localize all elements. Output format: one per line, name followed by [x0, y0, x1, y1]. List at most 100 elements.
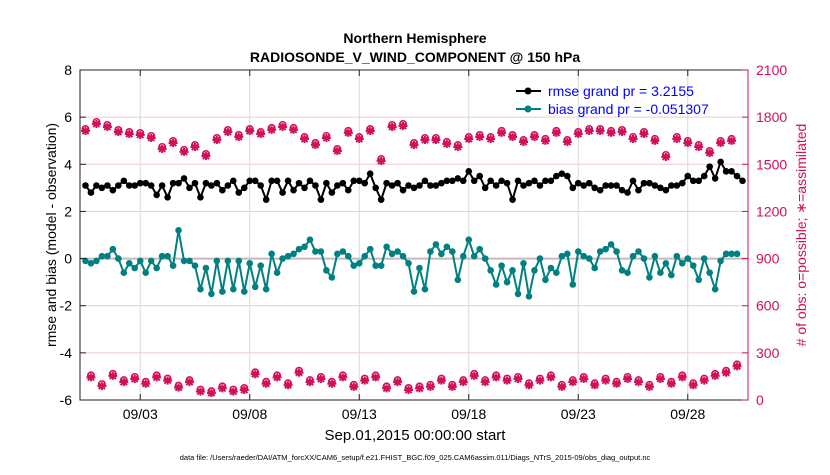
- obs-count-point: [650, 134, 660, 145]
- obs-count-point: [453, 141, 463, 152]
- rmse-point: [273, 177, 281, 185]
- assimilated-marker: [732, 362, 742, 371]
- obs-count-point: [508, 131, 518, 141]
- bias-point: [536, 255, 544, 262]
- assimilated-marker: [185, 378, 195, 387]
- obs-count-point: [562, 136, 572, 147]
- assimilated-marker: [113, 127, 123, 136]
- y-tick-label: -6: [60, 392, 73, 408]
- y-tick-label: 4: [64, 156, 72, 172]
- chart-title: Northern Hemisphere: [343, 30, 486, 46]
- y-tick-label: 0: [64, 251, 72, 267]
- assimilated-marker: [672, 135, 682, 144]
- bias-point: [476, 245, 484, 253]
- bias-point: [487, 267, 494, 274]
- assimilated-marker: [190, 143, 200, 152]
- bias-point: [202, 264, 210, 272]
- x-tick-label: 09/03: [123, 406, 158, 422]
- rmse-point: [372, 184, 379, 192]
- assimilated-marker: [338, 373, 348, 382]
- assimilated-marker: [540, 136, 550, 145]
- obs-count-point: [612, 377, 622, 388]
- bias-point: [470, 252, 478, 260]
- obs-count-point: [540, 134, 550, 145]
- assimilated-marker: [80, 127, 90, 136]
- rmse-point: [536, 182, 544, 189]
- assimilated-marker: [524, 381, 534, 390]
- rmse-point: [657, 184, 664, 192]
- assimilated-marker: [464, 135, 474, 144]
- bias-point: [251, 283, 259, 291]
- obs-count-point: [633, 376, 643, 387]
- bias-point: [87, 259, 95, 267]
- bias-point: [700, 255, 708, 262]
- bias-point: [372, 262, 379, 269]
- bias-point: [580, 252, 588, 260]
- rmse-point: [454, 175, 462, 182]
- rmse-point: [558, 170, 566, 178]
- y-tick-label: 2: [64, 203, 72, 219]
- obs-count-point: [168, 136, 178, 147]
- bias-point: [662, 259, 670, 267]
- obs-count-point: [721, 366, 731, 377]
- assimilated-marker: [644, 382, 654, 391]
- assimilated-marker: [289, 125, 299, 134]
- rmse-point: [355, 177, 363, 185]
- obs-count-point: [661, 150, 671, 161]
- assimilated-marker: [343, 128, 353, 137]
- assimilated-marker: [239, 386, 249, 394]
- rmse-point: [607, 182, 615, 189]
- bias-point: [596, 248, 604, 255]
- obs-count-point: [267, 123, 277, 134]
- bias-point: [98, 252, 106, 260]
- x-tick-label: 09/28: [670, 406, 705, 422]
- bias-point: [246, 259, 254, 267]
- bias-point: [427, 248, 434, 255]
- assimilated-marker: [431, 135, 441, 144]
- assimilated-marker: [716, 138, 726, 147]
- bias-point: [120, 269, 128, 277]
- bias-point: [230, 285, 237, 293]
- obs-count-point: [584, 125, 594, 136]
- obs-count-point: [299, 133, 309, 144]
- obs-count-point: [80, 125, 90, 136]
- rmse-point: [230, 177, 237, 185]
- bias-point: [503, 278, 511, 286]
- obs-count-point: [349, 380, 359, 391]
- rmse-point: [509, 196, 516, 203]
- obs-count-point: [206, 387, 216, 398]
- assimilated-marker: [102, 122, 112, 131]
- bias-point: [164, 252, 171, 260]
- bias-point: [350, 262, 358, 269]
- bias-point: [394, 248, 401, 255]
- assimilated-marker: [590, 381, 600, 390]
- x-tick-label: 09/08: [232, 406, 267, 422]
- rmse-point: [131, 182, 139, 189]
- rmse-point: [684, 172, 692, 180]
- obs-count-point: [436, 374, 446, 385]
- obs-count-point: [590, 379, 600, 390]
- bias-point: [328, 274, 336, 281]
- legend-rmse-label: rmse grand pr = 3.2155: [548, 83, 694, 99]
- assimilated-marker: [91, 119, 101, 128]
- rmse-point: [208, 182, 215, 189]
- obs-count-point: [458, 376, 468, 387]
- assimilated-marker: [442, 139, 452, 148]
- assimilated-marker: [108, 371, 118, 380]
- rmse-point: [344, 186, 352, 194]
- bias-point: [334, 250, 341, 258]
- rmse-point: [580, 182, 588, 189]
- rmse-point: [618, 186, 626, 194]
- bias-point: [646, 274, 653, 281]
- bias-point: [673, 252, 681, 260]
- bias-point: [547, 264, 555, 272]
- rmse-point: [635, 186, 642, 194]
- bias-point: [717, 257, 724, 265]
- y2-tick-label: 1800: [756, 109, 787, 125]
- obs-count-point: [163, 374, 173, 385]
- rmse-point: [651, 182, 659, 189]
- rmse-point: [596, 186, 604, 194]
- bias-point: [574, 248, 582, 255]
- rmse-point: [186, 184, 193, 192]
- bias-point: [284, 252, 292, 260]
